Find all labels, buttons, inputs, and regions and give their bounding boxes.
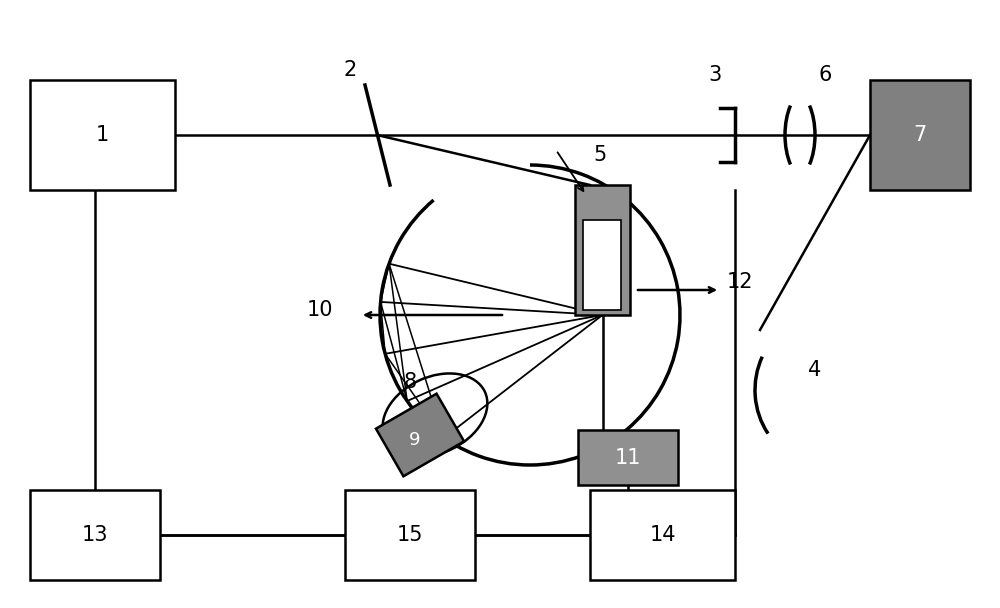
- Bar: [345, 490, 475, 580]
- Bar: [870, 80, 970, 190]
- Text: 4: 4: [808, 360, 822, 380]
- Bar: [583, 220, 621, 310]
- Text: 14: 14: [649, 525, 676, 545]
- Bar: [590, 490, 735, 580]
- Text: 12: 12: [727, 272, 753, 292]
- Text: 1: 1: [96, 125, 109, 145]
- Bar: [30, 490, 160, 580]
- Text: 3: 3: [708, 65, 722, 85]
- Text: 5: 5: [593, 145, 607, 165]
- Bar: [376, 394, 464, 476]
- Text: 9: 9: [409, 431, 421, 449]
- Text: 6: 6: [818, 65, 832, 85]
- Bar: [30, 80, 175, 190]
- Bar: [575, 185, 630, 315]
- Text: 13: 13: [82, 525, 108, 545]
- Text: 8: 8: [403, 372, 417, 392]
- Text: 11: 11: [615, 447, 641, 468]
- Text: 15: 15: [397, 525, 423, 545]
- Text: 7: 7: [913, 125, 927, 145]
- Text: 2: 2: [343, 60, 357, 80]
- Bar: [578, 430, 678, 485]
- Text: 10: 10: [307, 300, 333, 320]
